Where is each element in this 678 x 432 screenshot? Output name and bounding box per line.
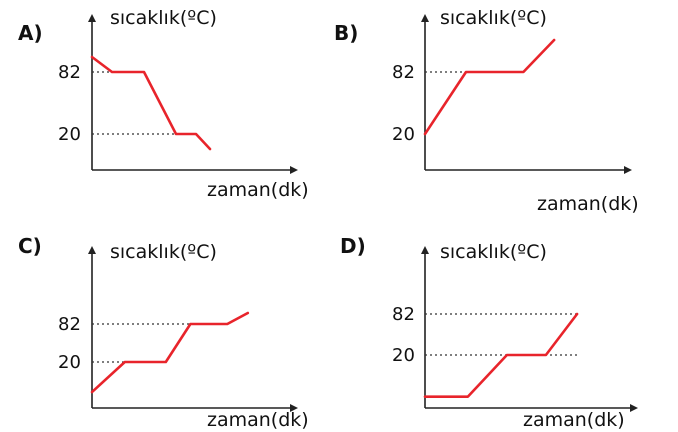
- y-axis-arrow-icon: [88, 14, 96, 22]
- option-letter: C): [18, 234, 42, 258]
- y-tick-label-20: 20: [58, 352, 81, 373]
- chart-panel-d: D) sıcaklık(ºC) zaman(dk) 82 20: [340, 234, 638, 431]
- option-letter: B): [334, 21, 358, 45]
- y-tick-label-20: 20: [392, 124, 415, 145]
- y-axis-label: sıcaklık(ºC): [440, 241, 547, 263]
- x-axis-label: zaman(dk): [537, 193, 639, 215]
- chart-panel-a: A) sıcaklık(ºC) zaman(dk) 82 20: [18, 7, 309, 201]
- y-tick-label-82: 82: [392, 304, 415, 325]
- option-letter: D): [340, 234, 366, 258]
- x-axis-arrow-icon: [290, 404, 298, 412]
- temperature-series-line: [90, 311, 250, 394]
- x-axis-arrow-icon: [624, 166, 632, 174]
- x-axis-label: zaman(dk): [207, 409, 309, 431]
- x-axis-arrow-icon: [290, 166, 298, 174]
- y-tick-label-20: 20: [392, 345, 415, 366]
- y-axis-label: sıcaklık(ºC): [110, 7, 217, 29]
- temperature-series-line: [90, 55, 212, 151]
- y-tick-label-82: 82: [58, 62, 81, 83]
- temperature-series-line: [423, 38, 556, 136]
- x-axis-label: zaman(dk): [523, 409, 625, 431]
- y-tick-label-82: 82: [392, 62, 415, 83]
- y-axis-label: sıcaklık(ºC): [440, 7, 547, 29]
- temperature-series-line: [423, 312, 579, 398]
- y-axis-arrow-icon: [88, 246, 96, 254]
- y-axis-label: sıcaklık(ºC): [110, 241, 217, 263]
- chart-panel-b: B) sıcaklık(ºC) zaman(dk) 82 20: [334, 7, 639, 215]
- y-tick-label-20: 20: [58, 124, 81, 145]
- y-axis-arrow-icon: [421, 14, 429, 22]
- chart-panel-c: C) sıcaklık(ºC) zaman(dk) 82 20: [18, 234, 309, 431]
- x-axis-label: zaman(dk): [207, 179, 309, 201]
- option-letter: A): [18, 21, 43, 45]
- y-axis-arrow-icon: [421, 246, 429, 254]
- x-axis-arrow-icon: [630, 404, 638, 412]
- y-tick-label-82: 82: [58, 314, 81, 335]
